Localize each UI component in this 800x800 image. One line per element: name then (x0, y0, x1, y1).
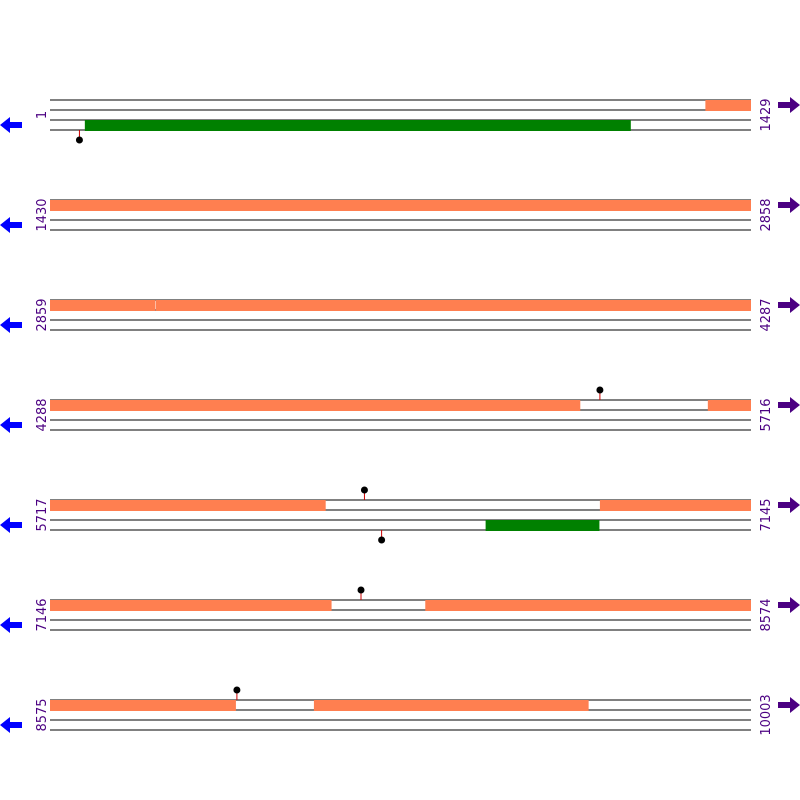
marker-head (360, 486, 368, 494)
row-end-label: 10003 (759, 694, 774, 735)
orf-feature (50, 600, 332, 611)
orf-feature (50, 400, 581, 411)
row-end-label: 5716 (759, 398, 774, 431)
row-end-label: 8574 (759, 598, 774, 631)
orf-feature (50, 700, 236, 711)
row-start-label: 2859 (35, 298, 50, 331)
orf-feature (707, 400, 751, 411)
row-start-label: 7146 (35, 598, 50, 631)
arrow-left-icon (0, 717, 22, 733)
orf-feature (425, 600, 751, 611)
arrow-right-icon (778, 497, 800, 513)
arrow-right-icon (778, 297, 800, 313)
orf-feature (50, 200, 751, 211)
row-start-label: 1 (35, 111, 50, 119)
row-end-label: 1429 (759, 98, 774, 131)
gene-feature (485, 520, 600, 531)
arrow-left-icon (0, 217, 22, 233)
orf-feature (313, 700, 589, 711)
arrow-left-icon (0, 317, 22, 333)
row-end-label: 7145 (759, 498, 774, 531)
marker-head (357, 586, 365, 594)
row-start-label: 8575 (35, 698, 50, 731)
arrow-left-icon (0, 117, 22, 133)
arrow-left-icon (0, 517, 22, 533)
row-start-label: 1430 (35, 198, 50, 231)
row-end-label: 4287 (759, 298, 774, 331)
marker-head (378, 536, 386, 544)
orf-feature (50, 300, 156, 311)
arrow-left-icon (0, 617, 22, 633)
gene-feature (84, 120, 631, 131)
marker-head (75, 136, 83, 144)
arrow-right-icon (778, 197, 800, 213)
row-end-label: 2858 (759, 198, 774, 231)
orf-feature (50, 500, 326, 511)
arrow-right-icon (778, 97, 800, 113)
marker-head (233, 686, 241, 694)
row-start-label: 5717 (35, 498, 50, 531)
arrow-right-icon (778, 697, 800, 713)
arrow-right-icon (778, 397, 800, 413)
arrow-right-icon (778, 597, 800, 613)
row-start-label: 4288 (35, 398, 50, 431)
marker-head (596, 386, 604, 394)
orf-feature (705, 100, 751, 111)
arrow-left-icon (0, 417, 22, 433)
orf-feature (155, 300, 751, 311)
orf-feature (599, 500, 751, 511)
